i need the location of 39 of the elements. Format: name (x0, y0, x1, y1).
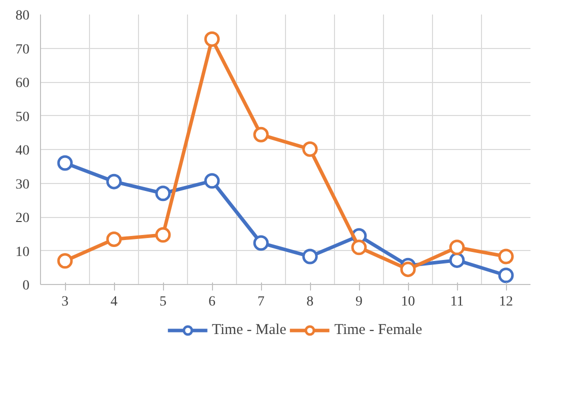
point (302, 141, 318, 157)
x-tick-label: 4 (110, 294, 118, 310)
point (57, 155, 73, 171)
x-tick-label: 7 (258, 294, 264, 310)
point (155, 186, 171, 202)
point (155, 227, 171, 243)
point (498, 268, 514, 284)
x-tick-label: 5 (160, 294, 166, 310)
x-tick-label: 3 (62, 294, 68, 310)
point (351, 240, 367, 256)
point (498, 248, 514, 264)
point (57, 253, 73, 269)
point (400, 262, 416, 278)
point (253, 126, 269, 142)
point (253, 235, 269, 251)
x-tick-label: 11 (450, 294, 464, 310)
x-tick-label: 6 (208, 294, 216, 310)
y-tick-label: 40 (16, 144, 30, 158)
point (106, 174, 122, 190)
x-tick-label: 10 (401, 294, 415, 310)
x-tick-label: 12 (499, 294, 513, 310)
y-tick-label: 60 (16, 76, 30, 91)
point (106, 232, 122, 248)
y-tick-label: 70 (16, 42, 30, 58)
legend-label: Time - Male (212, 322, 286, 338)
point (302, 248, 318, 264)
y-tick-label: 80 (16, 8, 30, 24)
x-tick-label: 9 (356, 294, 362, 310)
y-tick-label: 0 (22, 278, 30, 294)
point (204, 173, 220, 189)
legend-label: Time - Female (334, 322, 422, 338)
point (449, 240, 465, 256)
x-tick-label: 8 (306, 294, 314, 310)
point (204, 31, 220, 47)
y-tick-label: 20 (16, 211, 30, 226)
point (449, 252, 465, 268)
y-tick-label: 50 (16, 110, 30, 125)
y-tick-label: 30 (16, 177, 30, 192)
y-tick-label: 10 (16, 244, 30, 260)
